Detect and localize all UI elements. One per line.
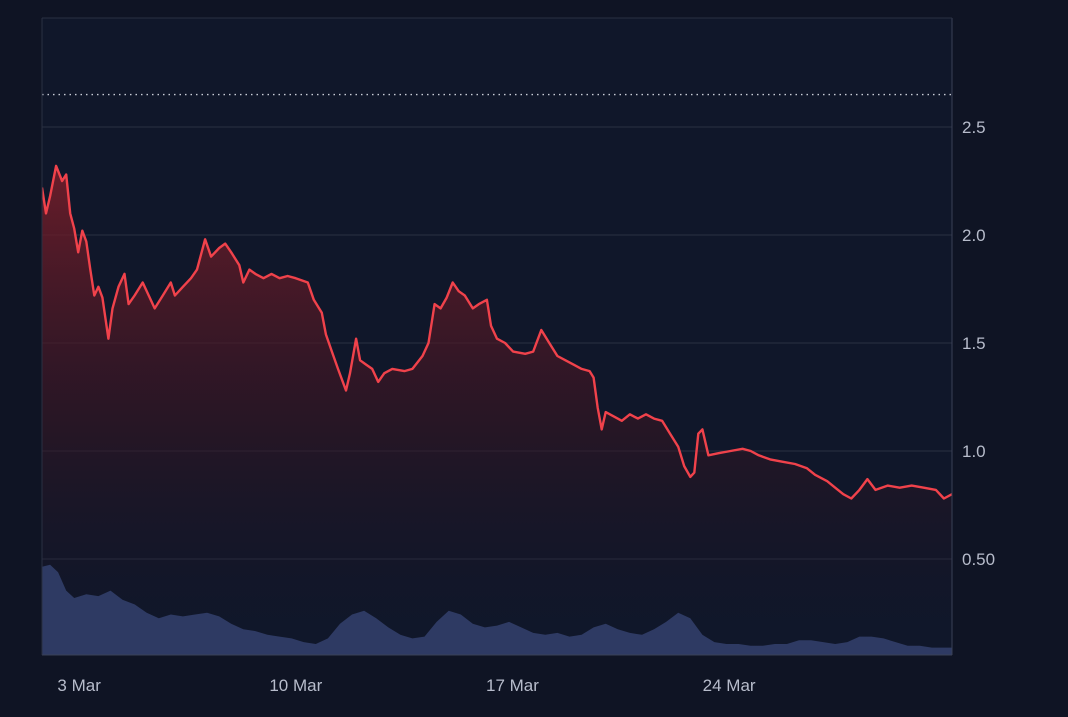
x-tick-label: 24 Mar (703, 676, 756, 695)
volume-area (42, 564, 952, 655)
y-tick-label: 1.0 (962, 442, 986, 461)
x-axis: 3 Mar 10 Mar 17 Mar 24 Mar (57, 676, 756, 695)
x-tick-label: 3 Mar (57, 676, 101, 695)
y-tick-label: 2.0 (962, 226, 986, 245)
y-axis: 0.50 1.0 1.5 2.0 2.5 (962, 118, 995, 569)
x-tick-label: 10 Mar (269, 676, 322, 695)
y-tick-label: 2.5 (962, 118, 986, 137)
y-tick-label: 0.50 (962, 550, 995, 569)
y-tick-label: 1.5 (962, 334, 986, 353)
price-line[interactable] (42, 164, 952, 500)
x-tick-label: 17 Mar (486, 676, 539, 695)
price-area-fill (42, 165, 952, 655)
